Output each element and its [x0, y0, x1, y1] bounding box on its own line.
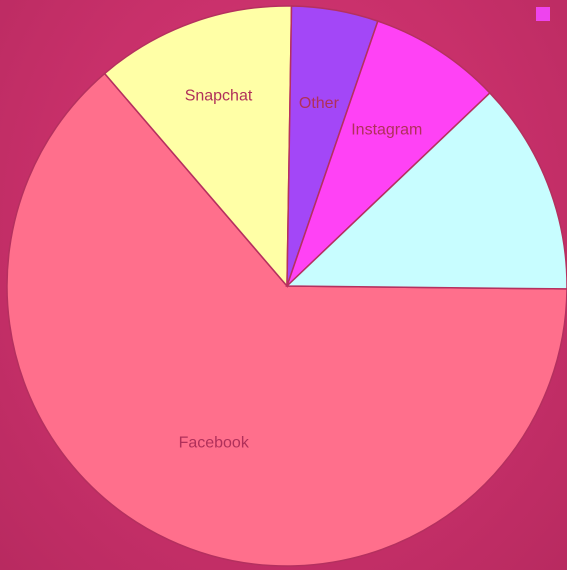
pie-slice-snapchat: [103, 5, 293, 288]
pie-slice-instagram: [286, 20, 491, 287]
legend-swatch: [536, 7, 550, 21]
slice-label-snapchat: Snapchat: [185, 88, 253, 105]
pie-slice-facebook: [6, 72, 567, 567]
slice-label-instagram: Instagram: [351, 122, 422, 139]
labels-layer: Facebook Snapchat Other Instagram: [179, 88, 423, 452]
slice-label-other: Other: [299, 95, 340, 112]
slice-label-facebook: Facebook: [179, 435, 250, 452]
slices-layer: [6, 5, 567, 567]
